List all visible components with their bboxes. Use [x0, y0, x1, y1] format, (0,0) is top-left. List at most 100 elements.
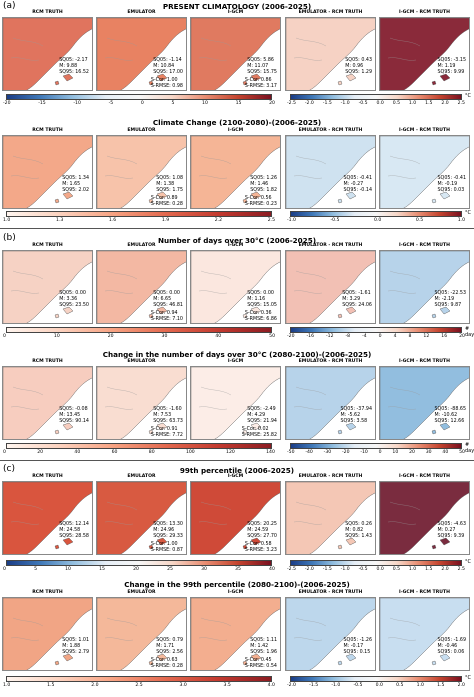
panel-title: I-GCM - RCM TRUTH: [399, 474, 450, 479]
colorbar-tick-label: 10: [53, 334, 60, 339]
colorbar-left: [6, 676, 272, 682]
panel-title: I-GCM: [227, 359, 244, 364]
panel-metrics: S-Cor: 0.63 S-RMSE: 0.28: [150, 658, 183, 669]
colorbar-tick-label: 0: [378, 334, 382, 339]
colorbar-tick-label: 15: [235, 101, 242, 106]
panel-title: EMULATOR - RCM TRUTH: [298, 243, 363, 248]
section-tag: (b): [3, 233, 16, 243]
panel-title: EMULATOR: [127, 128, 156, 133]
colorbar-tick-label: -1.5: [322, 567, 332, 572]
colorbar-tick-label: 1.0: [3, 218, 11, 223]
colorbar-right: [290, 94, 462, 100]
panel-stats: SQ05: 1.26 M: 1.46 SQ95: 1.82: [250, 176, 277, 193]
coastline-map: [191, 598, 280, 670]
panel-title: EMULATOR: [127, 474, 156, 479]
colorbar-tick-label: 10: [392, 450, 399, 455]
coastline-map: [97, 18, 186, 90]
panel-stats: SQ05: -1.61 M: 3.29 SQ95: 24.06: [342, 291, 372, 308]
colorbar-right: [290, 211, 462, 217]
colorbar-tick-label: -0.5: [330, 218, 340, 223]
colorbar-tick-label: 60: [111, 450, 118, 455]
row-title: Change in the number of days over 30°C (…: [102, 350, 372, 359]
colorbar-tick-label: 2.0: [457, 683, 465, 688]
map-panel: SQ05: -3.15 M: 1.19 SQ95: 9.99: [379, 17, 470, 91]
colorbar-tick-label: 16: [441, 334, 448, 339]
section-tag: (a): [3, 1, 16, 11]
panel-stats: SQ05: -22.53 M: -2.19 SQ95: 9.87: [434, 291, 466, 308]
panel-title: EMULATOR - RCM TRUTH: [298, 10, 363, 15]
colorbar-tick-label: 10: [65, 567, 71, 572]
map-panel: SQ05: -4.63 M: 0.27 SQ95: 9.39: [379, 481, 470, 555]
map-panel: SQ05: 1.26 M: 1.46 SQ95: 1.82 S-Cor: 0.56…: [190, 135, 281, 209]
panel-metrics: S-Cor: 0.02 S-RMSE: 25.82: [241, 427, 277, 438]
panel-metrics: S-Cor: 0.56 S-RMSE: 0.23: [244, 196, 277, 207]
panel-stats: SQ05: 1.11 M: 1.42 SQ95: 1.96: [250, 638, 277, 655]
colorbar-tick-label: 50: [459, 450, 465, 455]
colorbar-tick-label: 0: [3, 567, 6, 572]
colorbar-tick-label: 1.0: [3, 683, 11, 688]
colorbar-tick-label: -1.0: [287, 218, 296, 223]
colorbar-tick-label: 40: [442, 450, 449, 455]
colorbar-tick-label: -1.5: [309, 683, 319, 688]
panel-title: I-GCM: [227, 10, 244, 15]
panel-stats: SQ05: -88.65 M: -10.62 SQ95: 12.66: [434, 407, 466, 424]
colorbar-right-ticks: -2.5 -2.0 -1.5 -1.0 -0.5 0.0 0.5 1.0 1.5 2.0 2.5: [287, 567, 465, 572]
panel-stats: SQ05: 0.00 M: 3.36 SQ95: 23.50: [59, 291, 89, 308]
colorbar-tick-label: 30: [201, 567, 207, 572]
colorbar-tick-label: 20: [269, 101, 275, 106]
colorbar-tick-label: 20: [133, 567, 139, 572]
panel-stats: SQ05: 13.30 M: 24.96 SQ95: 29.33: [153, 522, 183, 539]
panel-title: EMULATOR - RCM TRUTH: [298, 474, 363, 479]
colorbar-right: [290, 676, 462, 682]
coastline-map: [380, 251, 469, 323]
colorbar-tick-label: 5: [34, 567, 37, 572]
panel-stats: SQ05: -37.94 M: -5.62 SQ95: 3.58: [340, 407, 372, 424]
panel-title: EMULATOR: [127, 590, 156, 595]
coastline-map: [97, 367, 186, 439]
colorbar-tick-label: 1.0: [408, 101, 417, 106]
panel-title: I-GCM - RCM TRUTH: [399, 10, 450, 15]
colorbar-tick-label: 0.0: [375, 683, 383, 688]
coastline-map: [97, 251, 186, 323]
colorbar-tick-label: 3.0: [179, 683, 187, 688]
colorbar-right-ticks: -2.5 -2.0 -1.5 -1.0 -0.5 0.0 0.5 1.0 1.5 2.0 2.5: [287, 101, 465, 106]
colorbar-tick-label: 2.0: [441, 101, 449, 106]
coastline-map: [191, 136, 280, 208]
colorbar-tick-label: -20: [341, 450, 350, 455]
colorbar-tick-label: 50: [269, 334, 275, 339]
panel-stats: SQ05: -1.69 M: -0.46 SQ95: 0.06: [437, 638, 466, 655]
colorbar-tick-label: -30: [323, 450, 332, 455]
panel-title: RCM TRUTH: [32, 590, 63, 595]
colorbar-tick-label: -0.5: [358, 567, 368, 572]
panel-title: RCM TRUTH: [32, 10, 63, 15]
colorbar-tick-label: -2.5: [287, 567, 296, 572]
colorbar-right: [290, 327, 462, 333]
colorbar-tick-label: 0.0: [374, 218, 382, 223]
coastline-map: [3, 482, 92, 554]
colorbar-tick-label: -10: [73, 101, 81, 106]
panel-stats: SQ05: -1.26 M: -0.17 SQ95: 0.15: [343, 638, 372, 655]
colorbar-tick-label: 2.0: [441, 567, 449, 572]
map-panel: SQ05: -0.41 M: -0.27 SQ95: -0.14: [285, 135, 376, 209]
panel-stats: SQ05: -0.08 M: 13.45 SQ95: 90.14: [59, 407, 89, 424]
map-panel: SQ05: 1.34 M: 1.65 SQ95: 2.02: [2, 135, 93, 209]
colorbar-right-unit: # days: [465, 326, 474, 338]
colorbar-tick-label: 0.5: [396, 683, 404, 688]
panel-stats: SQ05: 1.08 M: 1.38 SQ95: 1.75: [156, 176, 183, 193]
panel-metrics: S-Cor: 1.00 S-RMSE: 0.87: [150, 542, 183, 553]
map-panel: SQ05: -37.94 M: -5.62 SQ95: 3.58: [285, 366, 376, 440]
colorbar-tick-label: 2.5: [457, 101, 465, 106]
colorbar-tick-label: -2.0: [304, 101, 314, 106]
panel-stats: SQ05: 1.34 M: 1.65 SQ95: 2.02: [62, 176, 89, 193]
row-title: PRESENT CLIMATOLOGY (2006-2025): [162, 2, 312, 11]
colorbar-tick-label: 0.5: [415, 218, 424, 223]
colorbar-tick-label: 40: [269, 567, 275, 572]
coastline-map: [3, 136, 92, 208]
map-panel: SQ05: -1.14 M: 10.84 SQ95: 17.00 S-Cor: 1…: [96, 17, 187, 91]
colorbar-tick-label: 20: [37, 450, 44, 455]
colorbar-tick-label: -2.0: [304, 567, 314, 572]
coastline-map: [286, 18, 375, 90]
colorbar-tick-label: -8: [345, 334, 351, 339]
colorbar-tick-label: -2.0: [287, 683, 296, 688]
panel-title: EMULATOR - RCM TRUTH: [298, 590, 363, 595]
